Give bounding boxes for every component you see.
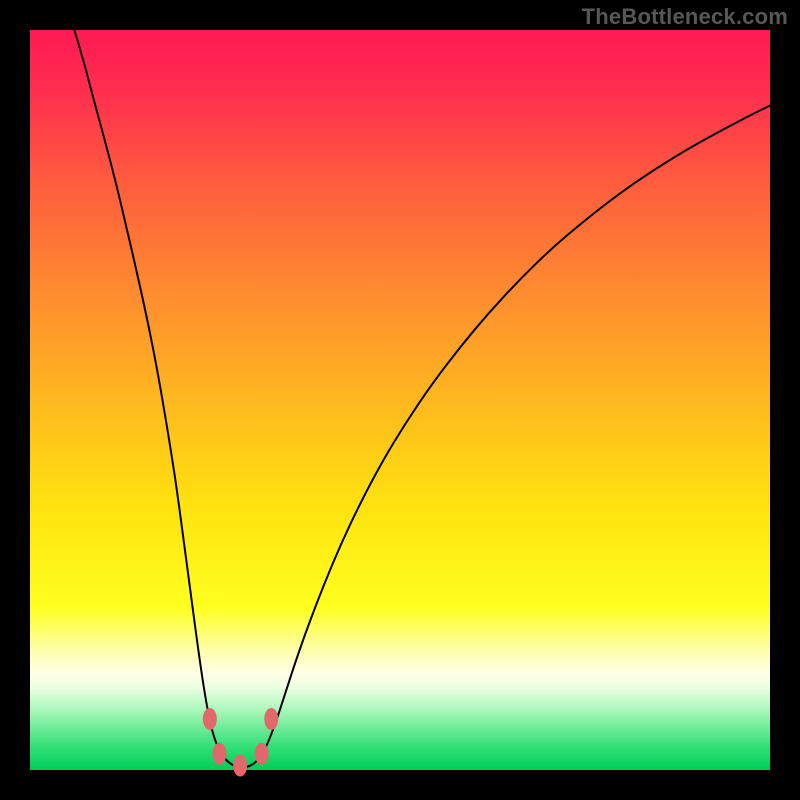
chart-svg — [0, 0, 800, 800]
watermark: TheBottleneck.com — [582, 4, 788, 30]
curve-marker — [212, 743, 226, 765]
curve-marker — [255, 743, 269, 765]
curve-marker — [233, 755, 247, 777]
curve-marker — [203, 708, 217, 730]
chart-background — [30, 30, 770, 770]
chart-canvas: TheBottleneck.com — [0, 0, 800, 800]
curve-marker — [264, 708, 278, 730]
